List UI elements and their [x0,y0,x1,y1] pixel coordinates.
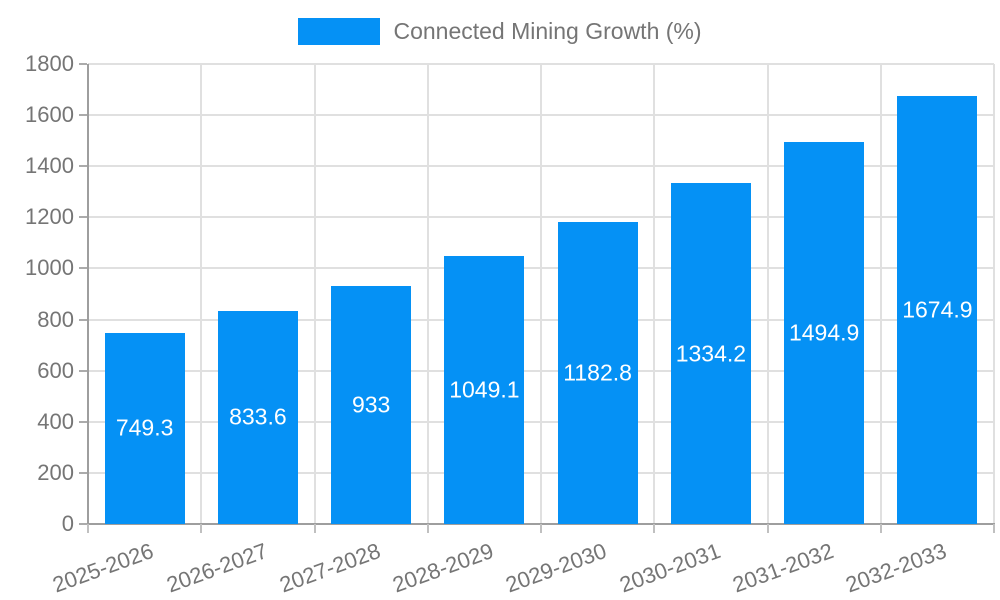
bar-value-label: 749.3 [115,414,174,441]
y-tick-label: 400 [37,408,74,434]
y-tick-mark [79,523,87,525]
legend-label: Connected Mining Growth (%) [393,17,702,44]
x-tick-mark [993,524,995,533]
bar[interactable] [897,95,978,524]
y-tick-label: 1000 [25,255,74,281]
x-tick-label: 2031-2032 [729,538,837,598]
bar-value-label: 933 [351,391,391,418]
x-tick-label: 2026-2027 [163,538,271,598]
y-tick-mark [79,165,87,168]
v-gridline [653,64,656,524]
y-tick-label: 1200 [25,204,74,230]
bar[interactable] [784,141,865,524]
bar[interactable] [670,183,751,524]
bar-value-label: 1494.9 [788,319,860,346]
y-tick-mark [79,267,87,270]
bar-value-label: 833.6 [229,403,287,430]
v-gridline [200,64,203,524]
x-tick-mark [653,524,656,533]
legend[interactable]: Connected Mining Growth (%) [0,16,1000,46]
x-tick-label: 2028-2029 [389,538,497,598]
y-tick-label: 1800 [25,51,74,76]
bar-value-label: 1674.9 [902,296,973,323]
y-tick-mark [79,420,87,423]
x-tick-mark [766,524,769,533]
bar-value-label: 1182.8 [563,359,632,386]
x-tick-label: 2027-2028 [276,538,384,598]
bar-value-label: 1049.1 [449,376,520,403]
y-tick-label: 1400 [25,153,74,179]
v-gridline [426,64,429,524]
x-tick-label: 2032-2033 [842,538,950,598]
v-gridline [879,64,882,524]
y-tick-mark [79,63,87,65]
v-gridline [313,64,316,524]
y-tick-label: 600 [37,357,74,383]
y-tick-mark [79,471,87,474]
y-tick-label: 200 [37,459,74,485]
x-tick-label: 2029-2030 [502,538,611,598]
y-tick-mark [79,369,87,372]
x-tick-label: 2030-2031 [616,538,724,598]
y-tick-mark [79,216,87,219]
bar-value-label: 1334.2 [675,340,747,367]
bar[interactable] [331,285,412,524]
x-tick-mark [879,524,882,533]
bar[interactable] [444,255,525,524]
y-tick-mark [79,318,87,321]
v-gridline [993,64,995,524]
x-tick-mark [87,524,89,533]
v-gridline [540,64,542,524]
x-tick-mark [200,524,203,533]
bar[interactable] [557,221,638,524]
x-tick-mark [426,524,429,533]
y-tick-label: 1600 [25,102,74,128]
x-tick-label: 2025-2026 [49,538,158,598]
y-axis-line [87,64,89,526]
x-tick-mark [540,524,542,533]
bar[interactable] [104,332,185,524]
y-tick-label: 800 [37,306,74,332]
y-tick-label: 0 [61,511,74,536]
bar[interactable] [217,310,298,524]
legend-swatch [298,17,381,45]
y-tick-mark [79,114,87,117]
v-gridline [766,64,769,524]
x-tick-mark [313,524,316,533]
